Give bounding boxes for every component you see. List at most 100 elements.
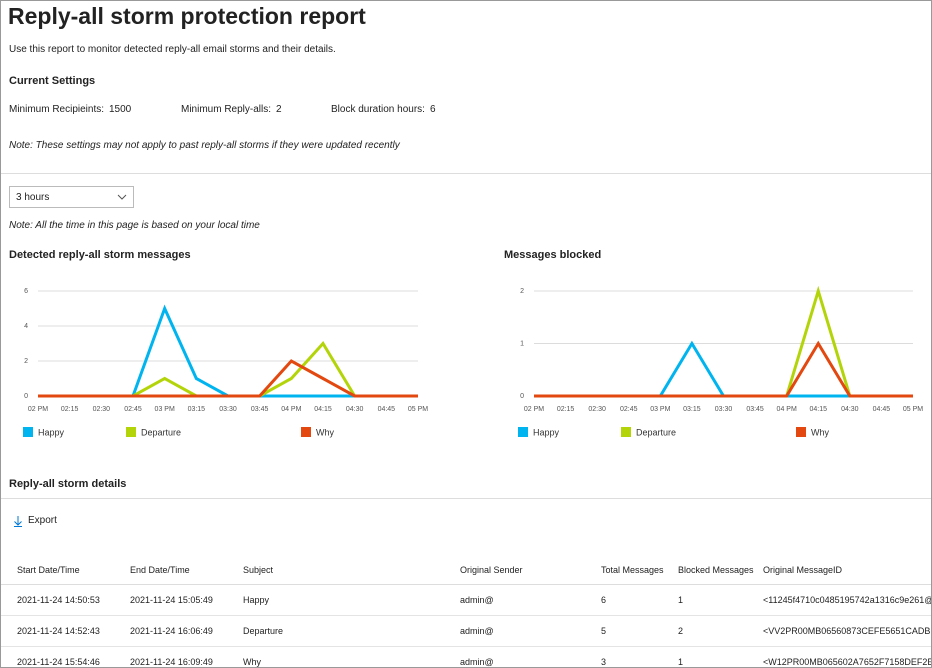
x-tick-label: 02:30 bbox=[588, 406, 606, 413]
x-tick-label: 02 PM bbox=[28, 406, 48, 413]
table-cell: 2021-11-24 14:50:53 bbox=[17, 595, 100, 605]
table-row[interactable]: 2021-11-24 15:54:46 2021-11-24 16:09:49 Wh… bbox=[1, 647, 932, 667]
table-cell: admin@ bbox=[460, 626, 494, 636]
table-row[interactable]: 2021-11-24 14:52:43 2021-11-24 16:06:49 De… bbox=[1, 616, 931, 647]
chart-title: Messages blocked bbox=[504, 249, 601, 261]
legend-label: Why bbox=[316, 427, 335, 437]
divider bbox=[1, 173, 931, 174]
export-label: Export bbox=[28, 515, 57, 526]
page-title: Reply-all storm protection report bbox=[8, 3, 366, 29]
x-tick-label: 03:45 bbox=[746, 406, 764, 413]
x-tick-label: 02:30 bbox=[93, 406, 111, 413]
setting-value: 6 bbox=[430, 104, 436, 115]
x-tick-label: 04:15 bbox=[314, 406, 332, 413]
divider bbox=[1, 498, 931, 499]
legend-swatch bbox=[126, 427, 136, 437]
settings-note: Note: These settings may not apply to pa… bbox=[9, 140, 400, 151]
x-tick-label: 04 PM bbox=[777, 406, 797, 413]
y-tick-label: 6 bbox=[24, 288, 28, 295]
column-header: End Date/Time bbox=[130, 565, 190, 575]
legend-label: Happy bbox=[38, 427, 65, 437]
x-tick-label: 03 PM bbox=[155, 406, 175, 413]
settings-heading: Current Settings bbox=[9, 75, 96, 87]
download-icon bbox=[14, 516, 22, 527]
table-cell: 6 bbox=[601, 595, 607, 605]
chart-title: Detected reply-all storm messages bbox=[9, 249, 191, 261]
table-cell: <VV2PR00MB06560873CEFE5651CADBD478 bbox=[763, 626, 931, 636]
setting-label: Minimum Reply-alls: bbox=[181, 104, 272, 115]
x-tick-label: 04 PM bbox=[281, 406, 301, 413]
table-row[interactable]: 2021-11-24 14:50:53 2021-11-24 15:05:49 Ha… bbox=[1, 585, 932, 616]
legend-label: Happy bbox=[533, 427, 560, 437]
x-tick-label: 03:15 bbox=[188, 406, 206, 413]
legend-label: Why bbox=[811, 427, 830, 437]
x-tick-label: 03:45 bbox=[251, 406, 269, 413]
y-tick-label: 2 bbox=[520, 288, 524, 295]
charts: Detected reply-all storm messages 0 2 4 6 02 … bbox=[9, 249, 923, 437]
time-note: Note: All the time in this page is based… bbox=[9, 220, 260, 231]
dropdown-value: 3 hours bbox=[16, 192, 50, 203]
y-tick-label: 0 bbox=[520, 393, 524, 400]
x-tick-label: 04:45 bbox=[873, 406, 891, 413]
details-heading: Reply-all storm details bbox=[9, 478, 127, 490]
table-cell: 1 bbox=[678, 657, 684, 667]
x-tick-label: 05 PM bbox=[903, 406, 923, 413]
x-tick-label: 04:15 bbox=[809, 406, 827, 413]
table-cell: 2021-11-24 15:05:49 bbox=[130, 595, 213, 605]
setting-label: Block duration hours: bbox=[331, 104, 425, 115]
legend-swatch bbox=[23, 427, 33, 437]
table-cell: admin@ bbox=[460, 595, 494, 605]
x-tick-label: 04:30 bbox=[841, 406, 859, 413]
table-cell: Departure bbox=[243, 626, 284, 636]
description: Use this report to monitor detected repl… bbox=[9, 44, 336, 55]
x-tick-label: 05 PM bbox=[408, 406, 428, 413]
table-cell: 5 bbox=[601, 626, 607, 636]
table-cell: <11245f4710c0485195742a1316c9e261@EX bbox=[763, 595, 932, 605]
legend-label: Departure bbox=[636, 427, 676, 437]
column-header: Subject bbox=[243, 565, 274, 575]
table-cell: Happy bbox=[243, 595, 270, 605]
x-tick-label: 04:45 bbox=[378, 406, 396, 413]
column-header: Original Sender bbox=[460, 565, 523, 575]
x-tick-label: 03 PM bbox=[650, 406, 670, 413]
x-tick-label: 03:30 bbox=[715, 406, 733, 413]
column-header: Blocked Messages bbox=[678, 565, 754, 575]
row-divider bbox=[1, 615, 931, 616]
row-divider bbox=[1, 584, 931, 585]
series-line bbox=[38, 359, 418, 398]
x-tick-label: 03:15 bbox=[683, 406, 701, 413]
table-cell: 2 bbox=[678, 626, 684, 636]
x-tick-label: 02:45 bbox=[124, 406, 142, 413]
legend-swatch bbox=[796, 427, 806, 437]
legend-swatch bbox=[621, 427, 631, 437]
setting-value: 2 bbox=[276, 104, 282, 115]
table-cell: admin@ bbox=[460, 657, 494, 667]
y-tick-label: 1 bbox=[520, 340, 524, 347]
setting-value: 1500 bbox=[109, 104, 132, 115]
setting-label: Minimum Recipieints: bbox=[9, 104, 105, 115]
x-tick-label: 02 PM bbox=[524, 406, 544, 413]
column-header: Start Date/Time bbox=[17, 565, 80, 575]
column-header: Total Messages bbox=[601, 565, 664, 575]
table-cell: 3 bbox=[601, 657, 607, 667]
table-cell: Why bbox=[243, 657, 261, 667]
legend-swatch bbox=[301, 427, 311, 437]
legend-swatch bbox=[518, 427, 528, 437]
chevron-icon bbox=[117, 194, 127, 200]
x-tick-label: 04:30 bbox=[346, 406, 364, 413]
x-tick-label: 03:30 bbox=[219, 406, 237, 413]
table-cell: <W12PR00MB065602A7652F7158DEF2E5F3 bbox=[763, 657, 932, 667]
column-header: Original MessageID bbox=[763, 565, 843, 575]
table-cell: 2021-11-24 14:52:43 bbox=[17, 626, 100, 636]
y-tick-label: 0 bbox=[24, 393, 28, 400]
time-range-dropdown[interactable]: 3 hours bbox=[9, 186, 134, 208]
series-line bbox=[38, 340, 418, 398]
y-tick-label: 4 bbox=[24, 323, 28, 330]
table-cell: 2021-11-24 15:54:46 bbox=[17, 657, 100, 667]
series-line bbox=[38, 304, 418, 398]
x-tick-label: 02:15 bbox=[61, 406, 79, 413]
row-divider bbox=[1, 646, 931, 647]
table-cell: 2021-11-24 16:09:49 bbox=[130, 657, 213, 667]
x-tick-label: 02:15 bbox=[557, 406, 575, 413]
